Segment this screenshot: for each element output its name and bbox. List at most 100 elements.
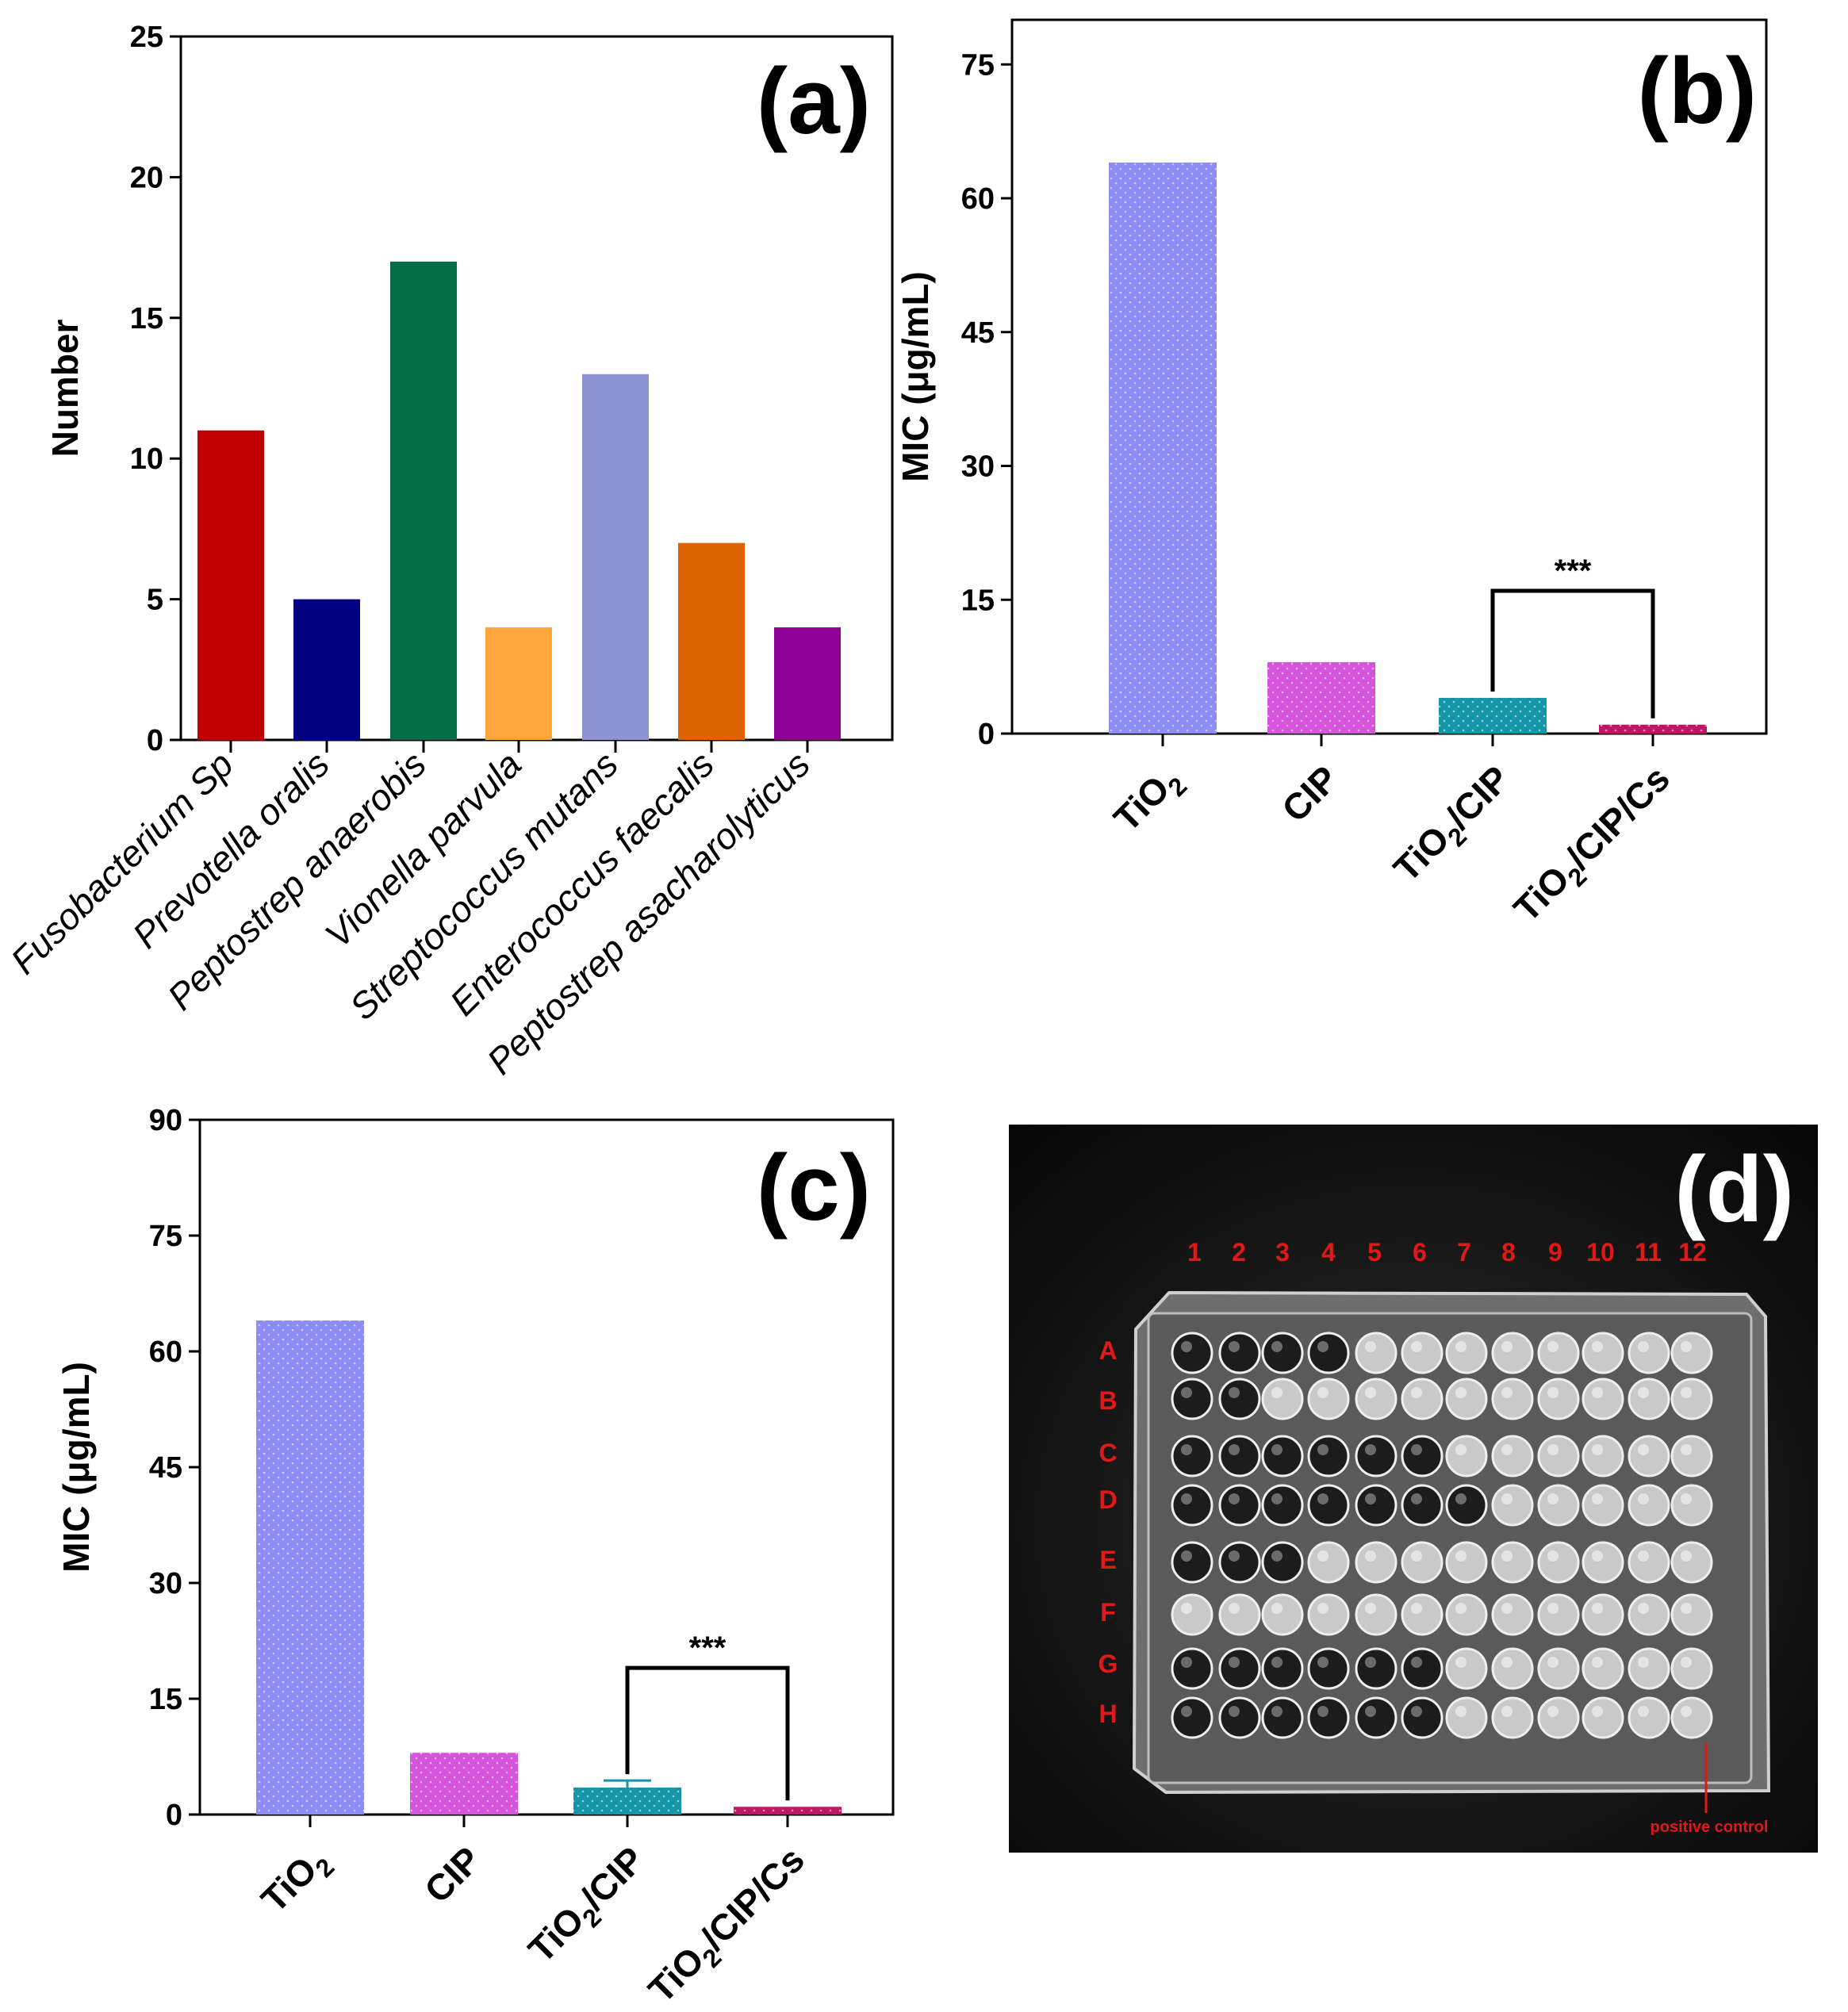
row-label: E <box>1099 1546 1116 1574</box>
well-highlight <box>1365 1387 1376 1398</box>
well-highlight <box>1411 1493 1422 1504</box>
bar <box>485 627 552 740</box>
well <box>1628 1593 1670 1636</box>
well-highlight <box>1592 1387 1603 1398</box>
row-label: B <box>1098 1386 1117 1415</box>
well <box>1628 1484 1670 1527</box>
well <box>1307 1696 1350 1739</box>
well <box>1401 1593 1444 1636</box>
bar <box>573 1787 681 1815</box>
well <box>1445 1593 1488 1636</box>
bar <box>390 261 457 741</box>
well-highlight <box>1365 1657 1376 1668</box>
well <box>1307 1593 1350 1636</box>
well <box>1401 1541 1444 1584</box>
well <box>1171 1484 1213 1527</box>
well <box>1445 1332 1488 1374</box>
well <box>1628 1435 1670 1477</box>
bar <box>774 627 841 740</box>
well <box>1537 1332 1580 1374</box>
panel-letter: (b) <box>1637 39 1757 144</box>
well-highlight <box>1317 1444 1328 1455</box>
well <box>1218 1484 1261 1527</box>
plot-frame <box>1010 18 1768 735</box>
well <box>1537 1696 1580 1739</box>
y-tick-label: 25 <box>130 21 163 54</box>
y-tick-label: 0 <box>166 1799 182 1832</box>
y-tick-label: 75 <box>149 1220 182 1253</box>
well-highlight <box>1365 1493 1376 1504</box>
well <box>1261 1435 1304 1477</box>
well <box>1307 1541 1350 1584</box>
well-highlight <box>1317 1493 1328 1504</box>
well-highlight <box>1181 1657 1192 1668</box>
well-highlight <box>1681 1387 1692 1398</box>
well-highlight <box>1411 1550 1422 1562</box>
well-highlight <box>1317 1341 1328 1352</box>
column-label: 10 <box>1586 1238 1615 1267</box>
well-highlight <box>1411 1341 1422 1352</box>
well-highlight <box>1547 1603 1559 1614</box>
y-tick-label: 90 <box>149 1104 182 1137</box>
well-highlight <box>1638 1387 1649 1398</box>
well <box>1537 1541 1580 1584</box>
well-highlight <box>1592 1706 1603 1717</box>
label-rest: /CIP/Cs <box>1558 757 1677 877</box>
well-highlight <box>1501 1387 1513 1398</box>
well <box>1401 1378 1444 1420</box>
bar <box>678 542 745 740</box>
x-category-label: TiO2 <box>1106 757 1192 844</box>
well-highlight <box>1681 1706 1692 1717</box>
well-highlight <box>1681 1444 1692 1455</box>
well-highlight <box>1455 1603 1467 1614</box>
panel-letter: (a) <box>757 49 871 154</box>
well-highlight <box>1547 1444 1559 1455</box>
y-tick-label: 10 <box>130 443 163 476</box>
well <box>1261 1332 1304 1374</box>
well <box>1171 1435 1213 1477</box>
well <box>1261 1647 1304 1690</box>
well <box>1537 1484 1580 1527</box>
well <box>1670 1541 1713 1584</box>
well-highlight <box>1501 1603 1513 1614</box>
well-highlight <box>1271 1444 1282 1455</box>
well <box>1171 1378 1213 1420</box>
well <box>1445 1647 1488 1690</box>
well <box>1171 1696 1213 1739</box>
well-highlight <box>1317 1603 1328 1614</box>
well-highlight <box>1181 1341 1192 1352</box>
well-highlight <box>1681 1603 1692 1614</box>
well-highlight <box>1365 1706 1376 1717</box>
well-highlight <box>1501 1706 1513 1717</box>
well-highlight <box>1181 1550 1192 1562</box>
well <box>1218 1541 1261 1584</box>
column-label: 12 <box>1678 1238 1707 1267</box>
well-highlight <box>1501 1444 1513 1455</box>
bar <box>1599 724 1707 734</box>
well <box>1218 1647 1261 1690</box>
y-axis-title: MIC (μg/mL) <box>895 271 936 482</box>
well <box>1491 1593 1534 1636</box>
y-tick-label: 0 <box>978 718 995 751</box>
x-category-label: TiO2/CIP/Cs <box>640 1838 817 2008</box>
well-highlight <box>1365 1341 1376 1352</box>
positive-control-label: positive control <box>1651 1818 1769 1836</box>
well-highlight <box>1229 1444 1240 1455</box>
well <box>1628 1647 1670 1690</box>
well-highlight <box>1271 1341 1282 1352</box>
well-highlight <box>1271 1706 1282 1717</box>
well <box>1401 1696 1444 1739</box>
well <box>1491 1332 1534 1374</box>
bar <box>1109 163 1217 734</box>
well <box>1582 1647 1624 1690</box>
well-highlight <box>1181 1444 1192 1455</box>
well <box>1537 1378 1580 1420</box>
y-tick-label: 30 <box>961 450 995 484</box>
well-highlight <box>1501 1550 1513 1562</box>
well <box>1261 1484 1304 1527</box>
column-label: 11 <box>1635 1238 1662 1267</box>
row-label: H <box>1098 1700 1117 1728</box>
well-highlight <box>1229 1603 1240 1614</box>
panel-letter: (d) <box>1674 1137 1794 1242</box>
